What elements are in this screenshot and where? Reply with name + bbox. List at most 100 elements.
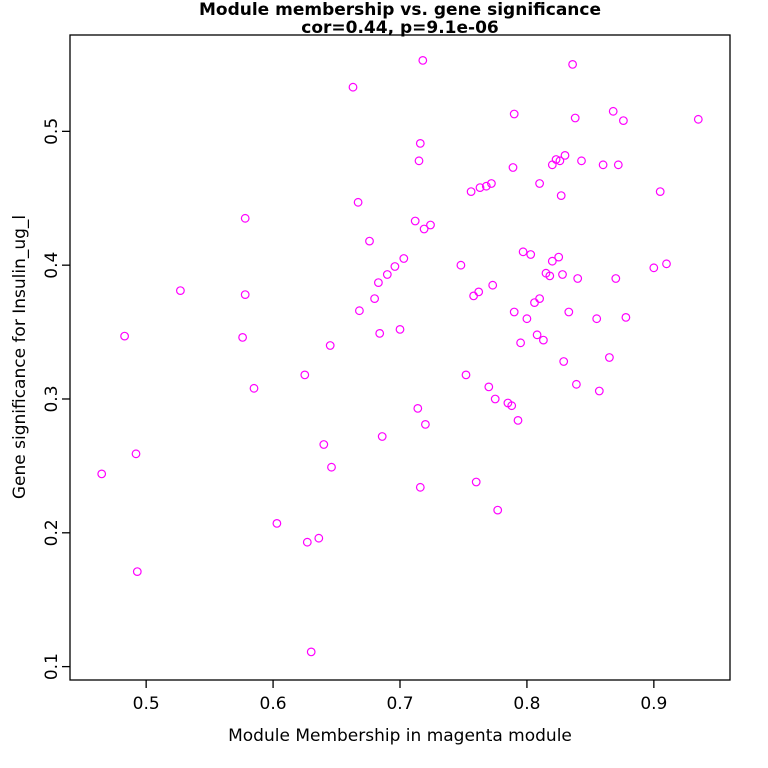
data-point — [306, 647, 316, 657]
data-point — [545, 271, 555, 281]
data-point — [516, 338, 525, 348]
data-point — [314, 533, 324, 543]
y-tick-label: 0.2 — [42, 519, 62, 546]
data-point — [475, 183, 485, 193]
data-point — [120, 331, 129, 341]
data-point — [547, 256, 557, 266]
data-point — [319, 440, 329, 449]
data-point — [572, 379, 581, 389]
data-point — [621, 313, 631, 322]
data-point — [240, 213, 250, 223]
data-point — [532, 330, 542, 340]
data-point — [555, 156, 565, 166]
data-point — [493, 505, 503, 515]
data-point — [374, 278, 383, 288]
data-point — [613, 160, 623, 170]
data-point — [240, 290, 250, 300]
data-point — [414, 156, 424, 166]
data-point — [598, 160, 608, 170]
data-point — [421, 420, 430, 429]
data-point — [300, 370, 310, 380]
data-point — [662, 259, 671, 269]
data-point — [490, 394, 500, 404]
data-point — [564, 307, 574, 317]
data-point — [466, 187, 476, 197]
data-point — [518, 247, 528, 257]
data-point — [530, 298, 539, 308]
chart-title: Module membership vs. gene significance — [198, 0, 602, 20]
data-point — [577, 156, 586, 166]
y-tick-label: 0.1 — [42, 653, 62, 680]
data-point — [272, 519, 282, 528]
data-point — [415, 138, 425, 148]
data-point — [570, 113, 580, 123]
data-point — [456, 260, 466, 270]
data-point — [302, 537, 312, 547]
x-tick-label: 0.6 — [260, 694, 287, 714]
data-point — [410, 216, 420, 226]
x-tick-label: 0.5 — [133, 694, 160, 714]
data-point — [418, 56, 428, 65]
x-tick-label: 0.9 — [640, 694, 667, 714]
data-point — [132, 567, 142, 576]
data-point — [535, 294, 544, 304]
data-point — [560, 150, 570, 160]
data-point — [547, 160, 557, 170]
data-point — [375, 329, 385, 338]
data-point — [507, 401, 517, 411]
data-point — [522, 314, 532, 324]
data-point — [249, 383, 259, 393]
x-tick-label: 0.7 — [386, 694, 413, 714]
data-point — [348, 82, 358, 92]
data-point — [325, 341, 335, 350]
data-point — [608, 106, 618, 116]
data-point — [426, 220, 435, 230]
data-point — [508, 163, 518, 172]
y-tick-label: 0.3 — [42, 385, 62, 412]
data-point — [481, 181, 491, 191]
x-axis-label: Module Membership in magenta module — [228, 726, 572, 746]
data-point — [509, 109, 519, 119]
data-point — [474, 287, 484, 297]
data-point — [484, 382, 494, 392]
data-point — [365, 236, 374, 246]
data-point — [131, 449, 141, 459]
data-point — [488, 280, 498, 290]
data-point — [382, 270, 392, 279]
data-point — [649, 263, 659, 273]
data-point — [693, 114, 703, 124]
data-point — [509, 307, 519, 317]
data-point — [377, 432, 387, 441]
data-point — [554, 252, 564, 262]
data-point — [592, 314, 602, 324]
data-point — [415, 482, 425, 492]
data-point — [559, 357, 569, 366]
data-point — [353, 197, 363, 207]
data-point — [551, 155, 561, 164]
data-point — [619, 116, 628, 125]
y-tick-label: 0.5 — [42, 118, 62, 145]
data-point — [97, 469, 107, 479]
data-point — [655, 187, 665, 197]
title-block: Module membership vs. gene significance … — [70, 0, 730, 38]
data-point — [513, 416, 523, 425]
data-point — [573, 274, 583, 283]
data-point — [526, 250, 536, 259]
data-point — [471, 477, 481, 487]
data-point — [390, 262, 400, 271]
data-point — [535, 179, 544, 188]
data-point — [568, 60, 577, 69]
data-point — [395, 325, 405, 334]
plot-box — [69, 34, 731, 681]
data-point — [594, 386, 604, 396]
data-point — [469, 291, 479, 301]
data-point — [327, 462, 336, 472]
data-point — [370, 294, 380, 304]
x-tick-label: 0.8 — [513, 694, 540, 714]
y-tick-label: 0.4 — [42, 252, 62, 279]
data-point — [539, 335, 548, 345]
data-point — [556, 191, 566, 201]
data-point — [355, 306, 364, 316]
